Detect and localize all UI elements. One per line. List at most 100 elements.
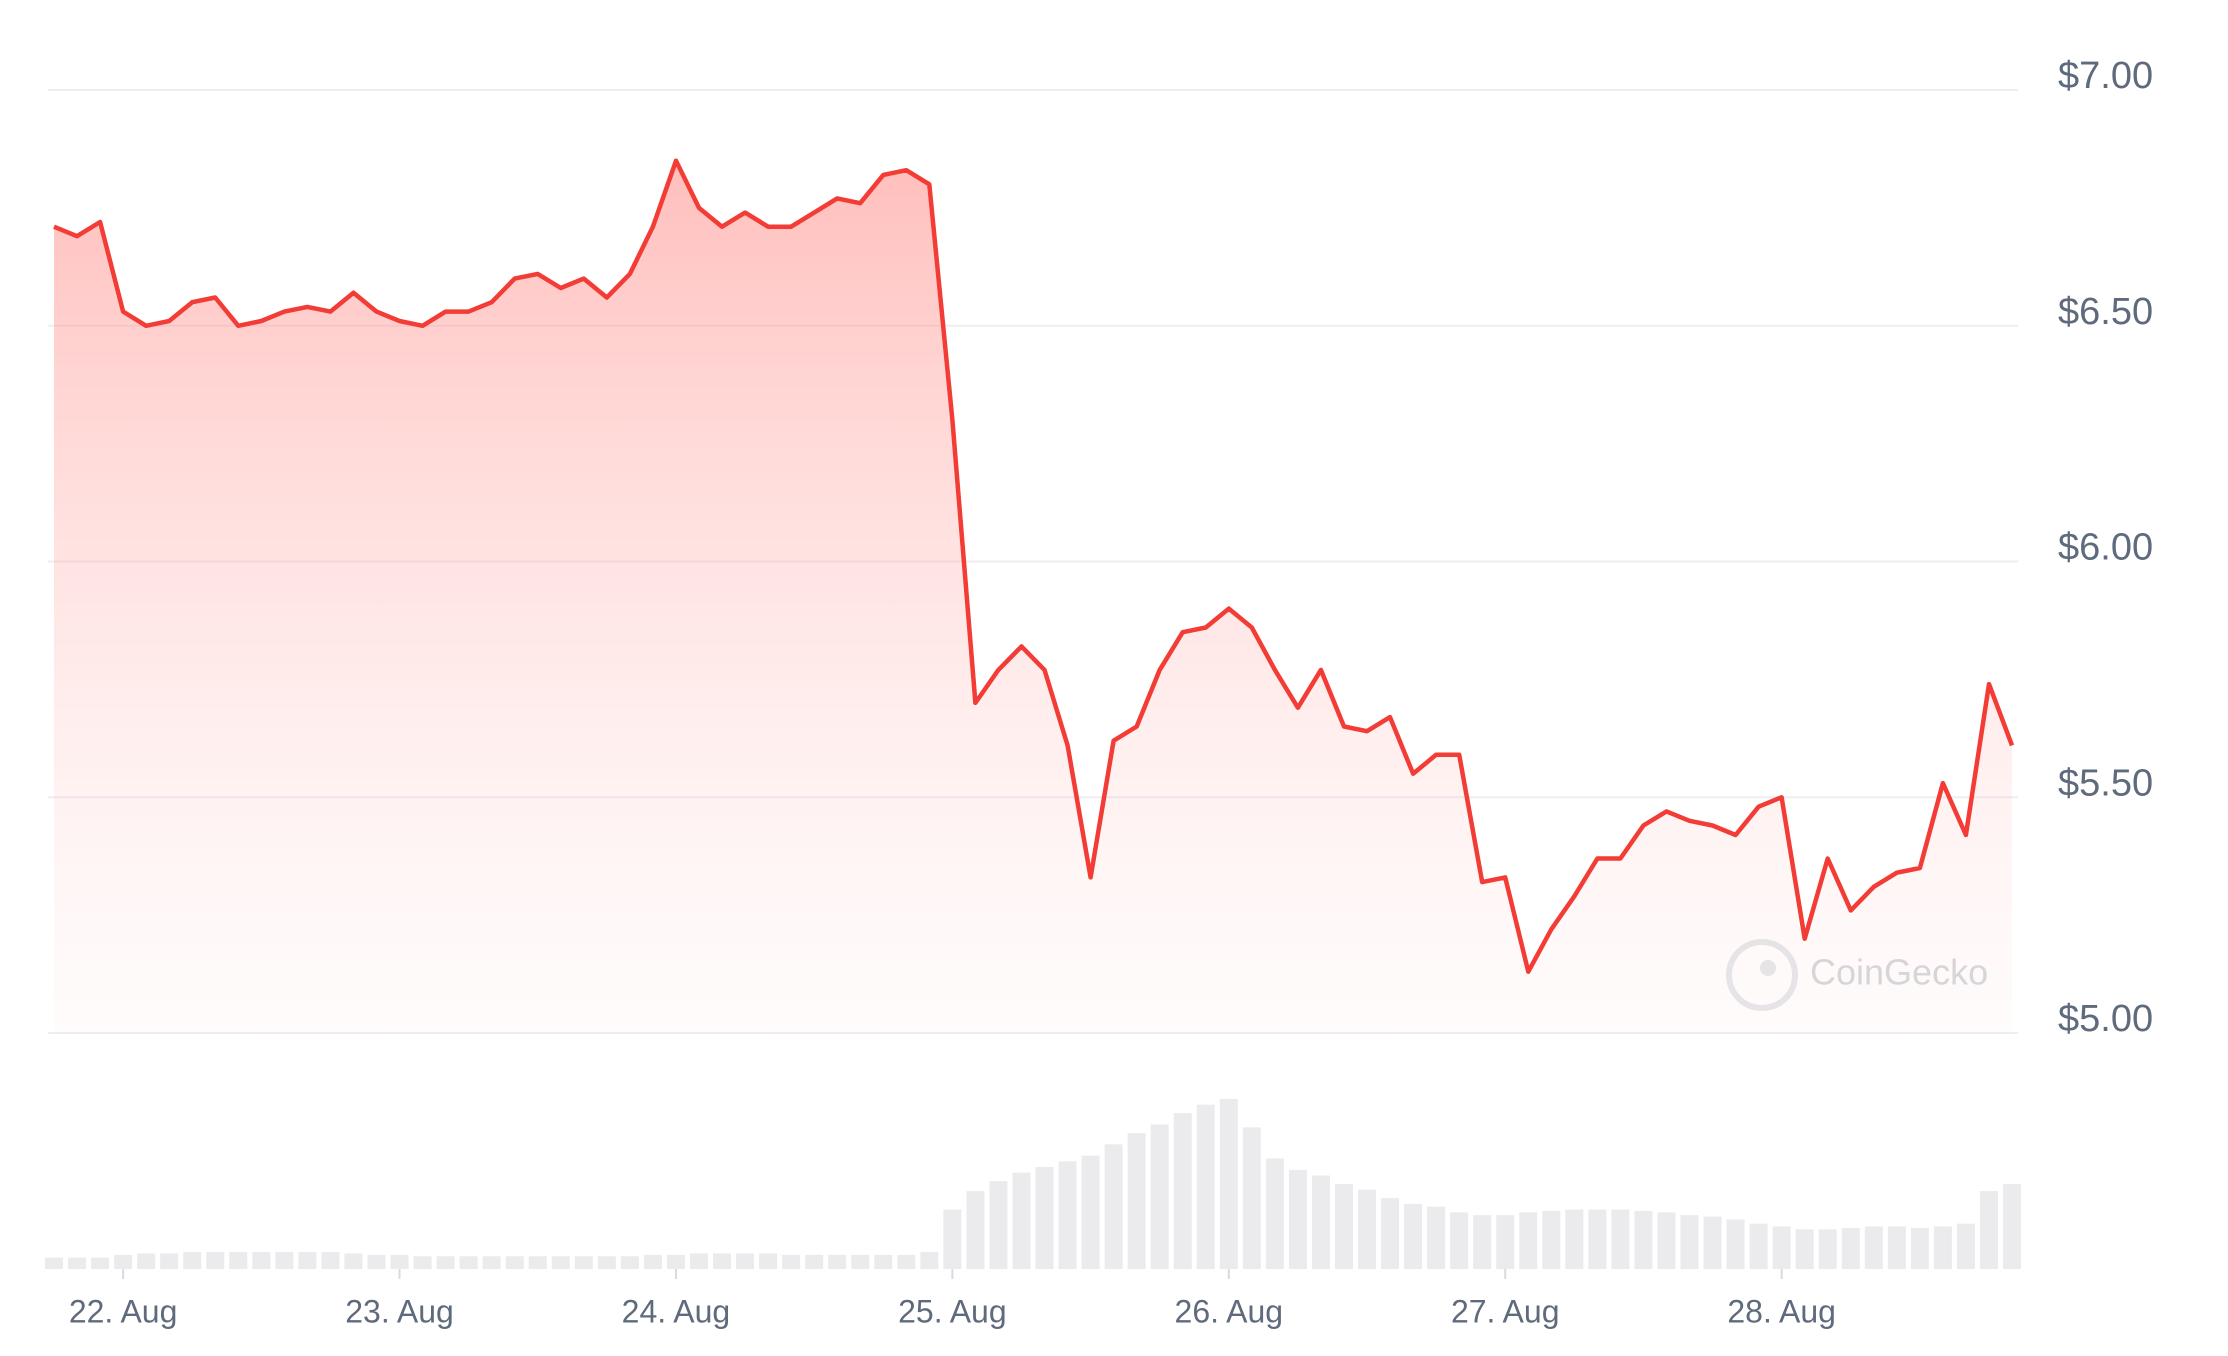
volume-bar <box>1334 1184 1353 1269</box>
volume-bar <box>828 1254 847 1269</box>
volume-bar <box>1726 1219 1745 1269</box>
volume-bar <box>1565 1209 1584 1269</box>
x-tick-label: 28. Aug <box>1727 1293 1836 1329</box>
y-tick-label: $5.00 <box>2058 998 2153 1040</box>
volume-bar <box>206 1252 225 1269</box>
volume-bar <box>1841 1227 1860 1269</box>
volume-bar <box>528 1256 547 1269</box>
watermark-text: CoinGecko <box>1810 952 1988 993</box>
volume-bar <box>736 1253 755 1269</box>
y-tick-label: $6.00 <box>2058 527 2153 569</box>
volume-bar <box>1703 1216 1722 1269</box>
volume-bar <box>1173 1113 1192 1269</box>
area <box>54 160 2012 1033</box>
volume-bar <box>1265 1158 1284 1269</box>
volume-bar <box>574 1256 593 1269</box>
volume-bar <box>321 1252 340 1269</box>
volume-bar <box>966 1191 985 1269</box>
volume-bar <box>1496 1215 1515 1269</box>
volume-bar <box>91 1257 110 1269</box>
volume-bar <box>1242 1127 1261 1269</box>
volume-bar <box>713 1253 732 1269</box>
volume-bar <box>1104 1144 1123 1269</box>
volume-bar <box>1887 1226 1906 1269</box>
y-tick-label: $5.50 <box>2058 762 2153 804</box>
plot: $5.00 $5.50 $6.00 $6.50 $7.00 22. Aug 23. Aug 2… <box>45 55 2153 1329</box>
volume-bar <box>989 1181 1008 1269</box>
volume-bar <box>1081 1155 1100 1269</box>
volume-bar <box>436 1256 455 1269</box>
volume-bar <box>551 1256 570 1269</box>
y-tick-label: $6.50 <box>2058 291 2153 333</box>
volume-bar <box>505 1256 524 1269</box>
volume-bar <box>897 1254 916 1269</box>
volume-bar <box>298 1252 317 1269</box>
volume-bar <box>597 1256 616 1269</box>
volume-bar <box>367 1254 386 1269</box>
volume-bar <box>1196 1104 1215 1269</box>
volume-bar <box>1979 1191 1998 1269</box>
volume-bar <box>344 1253 363 1269</box>
volume-bar <box>805 1254 824 1269</box>
volume-bar <box>1288 1169 1307 1269</box>
volume-bar <box>1818 1229 1837 1269</box>
x-tick-label: 27. Aug <box>1451 1293 1560 1329</box>
volume-bar <box>1427 1206 1446 1269</box>
volume-bar <box>874 1254 893 1269</box>
volume-bar <box>1450 1212 1469 1269</box>
x-tick-label: 24. Aug <box>622 1293 731 1329</box>
volume-bar <box>459 1256 478 1269</box>
volume-bar <box>1058 1161 1077 1269</box>
volume-bar <box>1933 1226 1952 1269</box>
volume-bar <box>1588 1209 1607 1269</box>
volume-bar <box>1749 1223 1768 1269</box>
price-line <box>53 158 2015 974</box>
volume-bar <box>1404 1203 1423 1269</box>
volume-bar <box>482 1256 501 1269</box>
volume-bar <box>68 1257 87 1269</box>
volume-bar <box>137 1253 156 1269</box>
volume-bar <box>620 1256 639 1269</box>
volume-bar <box>1772 1226 1791 1269</box>
volume-bar <box>1956 1223 1975 1269</box>
volume-bar <box>183 1252 202 1269</box>
volume-bar <box>1634 1210 1653 1269</box>
volume-bar <box>1381 1198 1400 1269</box>
volume-bar <box>1473 1215 1492 1269</box>
volume-bar <box>1311 1175 1330 1269</box>
x-tick-label: 23. Aug <box>345 1293 454 1329</box>
volume-bar <box>1150 1124 1169 1269</box>
y-tick-label: $7.00 <box>2058 55 2153 97</box>
volume-bar <box>643 1254 662 1269</box>
volume-bar <box>1012 1172 1031 1269</box>
volume-bar <box>1680 1215 1699 1269</box>
volume-bar <box>1035 1167 1054 1269</box>
volume-bar <box>1519 1212 1538 1269</box>
volume-bar <box>1910 1227 1929 1269</box>
volume-bar <box>1358 1189 1377 1269</box>
volume-bar <box>1795 1229 1814 1269</box>
volume-bar <box>666 1254 685 1269</box>
volume-bar <box>782 1254 801 1269</box>
volume-bar <box>920 1252 939 1269</box>
volume-bar <box>1611 1209 1630 1269</box>
volume-bar <box>413 1256 432 1269</box>
volume-bar <box>114 1254 133 1269</box>
volume-bar <box>2003 1184 2021 1269</box>
volume-bar <box>759 1253 778 1269</box>
watermark: CoinGecko <box>1726 939 1988 1011</box>
volume-bar <box>1864 1226 1883 1269</box>
volume-bar <box>275 1252 294 1269</box>
volume-bar <box>45 1257 63 1269</box>
volume-bar <box>1542 1210 1561 1269</box>
x-tick-label: 22. Aug <box>69 1293 178 1329</box>
volume-bar <box>943 1209 962 1269</box>
volume-bar <box>851 1254 870 1269</box>
volume-bar <box>1219 1099 1238 1269</box>
volume-bar <box>229 1252 248 1269</box>
volume-bar <box>160 1253 179 1269</box>
volume-bar <box>1127 1133 1146 1269</box>
x-tick-label: 25. Aug <box>898 1293 1007 1329</box>
volume-bar <box>1657 1212 1676 1269</box>
